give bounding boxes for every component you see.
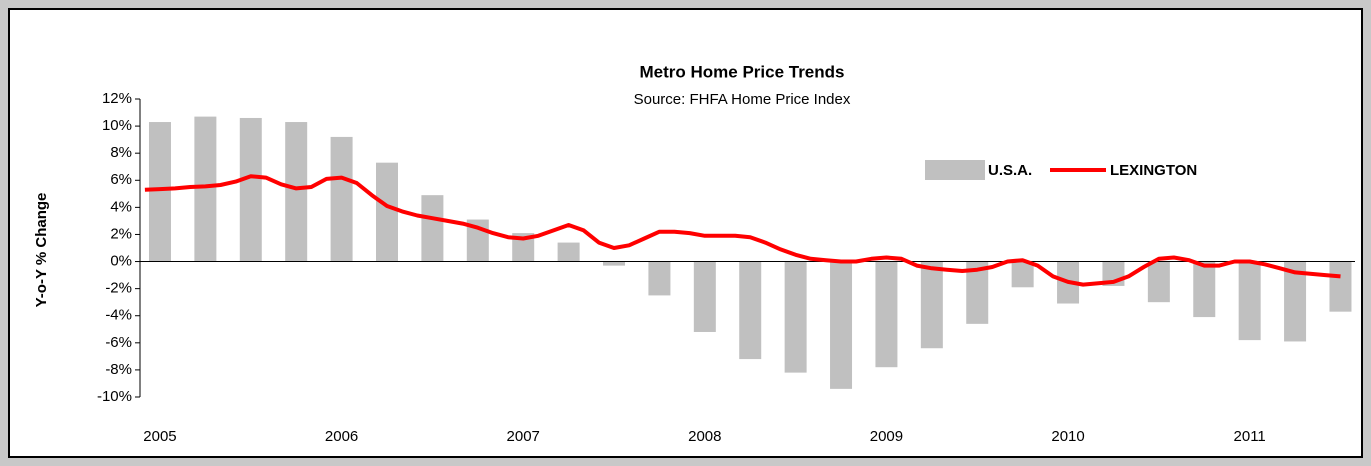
x-tick-label: 2011 xyxy=(1234,428,1266,445)
bar xyxy=(330,136,353,262)
y-tick-label: 10% xyxy=(102,117,132,134)
y-tick-label: 4% xyxy=(110,198,132,215)
y-tick-label: -10% xyxy=(97,388,132,405)
bar xyxy=(1238,261,1261,341)
bar xyxy=(239,117,262,262)
y-tick-label: 12% xyxy=(102,90,132,107)
x-tick-label: 2007 xyxy=(507,428,540,445)
y-tick-label: -4% xyxy=(105,307,132,324)
y-tick-label: 0% xyxy=(110,253,132,270)
legend-label: U.S.A. xyxy=(988,162,1032,179)
bar xyxy=(148,122,171,262)
bar xyxy=(784,261,807,373)
bar xyxy=(920,261,943,349)
bar xyxy=(1329,261,1352,312)
bar xyxy=(285,122,308,262)
bar xyxy=(375,162,398,262)
bar xyxy=(421,195,444,262)
bar xyxy=(1284,261,1307,342)
x-tick-label: 2006 xyxy=(325,428,358,445)
y-tick-label: 6% xyxy=(110,171,132,188)
bar xyxy=(194,116,217,262)
bar xyxy=(1147,261,1170,303)
bar xyxy=(966,261,989,324)
bar xyxy=(1011,261,1034,288)
bar xyxy=(557,242,580,262)
bar xyxy=(512,233,535,262)
bar xyxy=(648,261,671,296)
x-tick-label: 2005 xyxy=(143,428,176,445)
chart-title: Metro Home Price Trends xyxy=(639,62,844,81)
bar xyxy=(830,261,853,389)
legend-swatch xyxy=(925,160,985,180)
bar xyxy=(603,261,626,266)
y-tick-label: -6% xyxy=(105,334,132,351)
bar xyxy=(1193,261,1216,318)
y-axis-label: Y-o-Y % Change xyxy=(33,193,50,308)
bar xyxy=(693,261,716,332)
bar xyxy=(875,261,898,368)
y-tick-label: 2% xyxy=(110,225,132,242)
x-tick-label: 2008 xyxy=(688,428,721,445)
y-tick-label: 8% xyxy=(110,144,132,161)
y-tick-label: -8% xyxy=(105,361,132,378)
x-tick-label: 2009 xyxy=(870,428,903,445)
x-tick-label: 2010 xyxy=(1051,428,1084,445)
y-tick-label: -2% xyxy=(105,280,132,297)
bar xyxy=(739,261,762,360)
chart-subtitle: Source: FHFA Home Price Index xyxy=(634,91,851,108)
line xyxy=(144,174,1341,287)
legend-label: LEXINGTON xyxy=(1110,162,1197,179)
